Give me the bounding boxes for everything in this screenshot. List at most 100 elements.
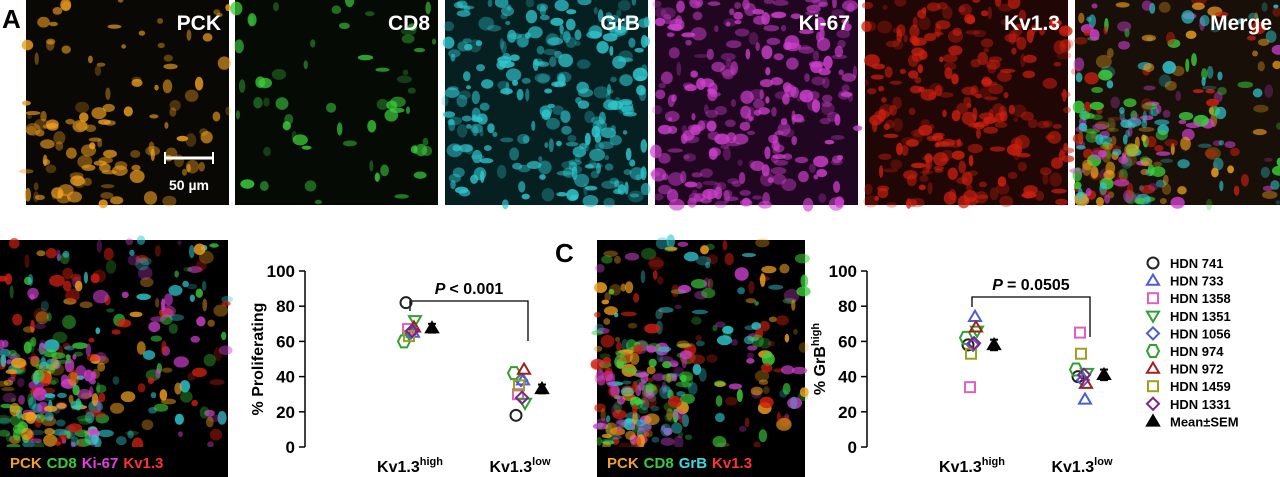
cell — [36, 347, 47, 352]
cell — [1006, 144, 1023, 156]
cell — [742, 0, 750, 10]
cell — [1063, 142, 1069, 151]
cell — [629, 167, 645, 181]
cell — [136, 235, 146, 246]
cell — [692, 11, 703, 21]
cell — [614, 354, 627, 369]
image-label: GrB — [600, 12, 640, 35]
cell — [1260, 166, 1270, 178]
cell — [703, 277, 711, 290]
cell — [1075, 72, 1083, 83]
cell — [658, 82, 666, 89]
cell — [796, 286, 811, 297]
cell — [658, 307, 674, 313]
cell — [584, 185, 598, 191]
cell — [923, 33, 937, 42]
cell — [7, 354, 18, 359]
cell — [65, 118, 75, 125]
cell — [912, 16, 918, 29]
cell — [986, 59, 1001, 70]
cell — [150, 335, 163, 342]
cell — [614, 179, 620, 188]
cell — [478, 16, 495, 31]
cell — [660, 7, 676, 20]
cell — [76, 375, 85, 381]
cell — [608, 288, 615, 295]
cell — [776, 418, 792, 431]
cell — [595, 263, 605, 273]
cell — [699, 197, 712, 204]
cell — [1083, 101, 1092, 113]
cell — [747, 345, 758, 351]
cell — [79, 112, 89, 123]
cell — [33, 307, 49, 322]
cell — [988, 83, 1004, 95]
cell — [177, 240, 182, 246]
cell — [861, 20, 872, 32]
caption-word: PCK — [607, 455, 639, 472]
cell — [878, 165, 884, 178]
cell — [650, 144, 662, 159]
cell — [107, 24, 122, 29]
cell — [645, 382, 654, 396]
cell — [921, 7, 927, 14]
cell — [794, 253, 810, 264]
legend-label: HDN 1351 — [1170, 309, 1231, 324]
cell — [547, 103, 555, 109]
cell — [892, 117, 903, 132]
cell — [1118, 40, 1130, 50]
cell — [677, 241, 689, 247]
cell — [1191, 2, 1205, 10]
cell — [1053, 61, 1062, 67]
cell — [808, 163, 816, 173]
cell — [1130, 113, 1140, 125]
cell — [751, 322, 762, 331]
cell — [745, 298, 757, 304]
cell — [1062, 88, 1067, 102]
cell — [11, 397, 16, 403]
cell — [734, 267, 749, 281]
cell — [1049, 172, 1062, 187]
cell — [595, 123, 602, 135]
cell — [36, 250, 46, 257]
cell — [389, 107, 405, 113]
cell — [776, 315, 789, 326]
cell — [505, 81, 510, 96]
cell — [518, 181, 526, 193]
cell — [1214, 11, 1229, 17]
cell — [942, 6, 953, 20]
cell — [597, 9, 604, 23]
cell — [901, 137, 916, 145]
cell — [1096, 197, 1104, 207]
cell — [123, 106, 133, 117]
cell — [869, 114, 883, 126]
cell — [864, 79, 869, 87]
cell — [601, 433, 612, 439]
cell — [584, 164, 594, 169]
cell — [632, 67, 648, 82]
cell — [0, 275, 8, 282]
cell — [634, 436, 642, 448]
cell — [1141, 34, 1157, 42]
cell — [970, 85, 979, 97]
cell — [1014, 23, 1028, 28]
cell — [45, 164, 57, 174]
cell — [832, 0, 837, 9]
cell — [150, 148, 155, 162]
cell — [804, 73, 810, 83]
micrograph — [590, 234, 811, 453]
cell — [55, 141, 64, 151]
cell — [631, 0, 637, 6]
cell — [870, 74, 885, 80]
cell — [1022, 70, 1036, 79]
cell — [980, 10, 989, 17]
cell — [537, 74, 550, 84]
cell — [52, 428, 69, 436]
cell — [714, 25, 719, 33]
cell — [667, 172, 684, 186]
cell — [761, 352, 775, 366]
cell — [1162, 109, 1171, 118]
cell — [759, 273, 766, 287]
cell — [1139, 115, 1154, 121]
